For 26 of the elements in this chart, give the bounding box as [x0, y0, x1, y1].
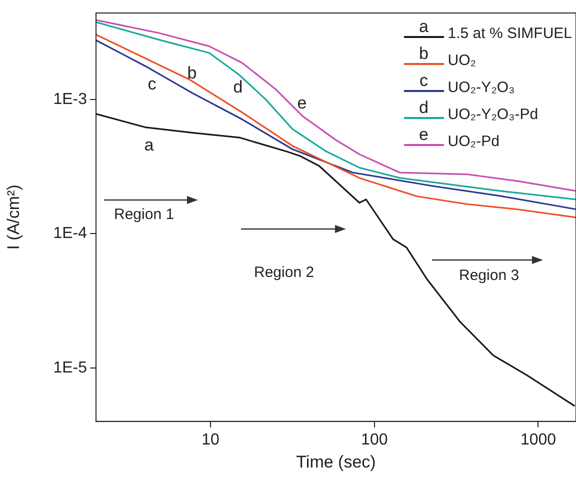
annotation: Region 3 — [459, 267, 520, 284]
text: b — [419, 44, 429, 63]
annotation: Region 1 — [114, 206, 174, 223]
legend-label: UO₂-Y₂O₃-Pd — [448, 106, 538, 123]
legend-label: UO₂ — [448, 52, 476, 69]
annotation: a — [144, 136, 154, 155]
annotation: c — [148, 74, 157, 94]
annotation: e — [297, 94, 307, 113]
legend-label: UO₂-Pd — [448, 133, 500, 150]
y-axis-title: I (A/cm²) — [4, 184, 23, 250]
legend-label: 1.5 at % SIMFUEL — [448, 25, 572, 42]
x-tick-label: 1000 — [520, 431, 556, 448]
text: d — [419, 98, 429, 117]
y-tick-label: 1E-4 — [53, 225, 88, 242]
legend-label: UO₂-Y₂O₃ — [448, 79, 515, 96]
annotation: d — [233, 78, 243, 97]
text: e — [419, 125, 429, 144]
text: c — [420, 71, 428, 90]
annotation: b — [187, 64, 197, 83]
annotation: Region 2 — [254, 264, 314, 281]
text: a — [419, 17, 429, 36]
x-axis-title: Time (sec) — [296, 452, 376, 472]
x-tick-label: 100 — [361, 431, 388, 448]
y-tick-label: 1E-3 — [53, 90, 88, 108]
x-tick-label: 10 — [202, 431, 220, 448]
y-tick-label: 1E-5 — [53, 359, 88, 376]
